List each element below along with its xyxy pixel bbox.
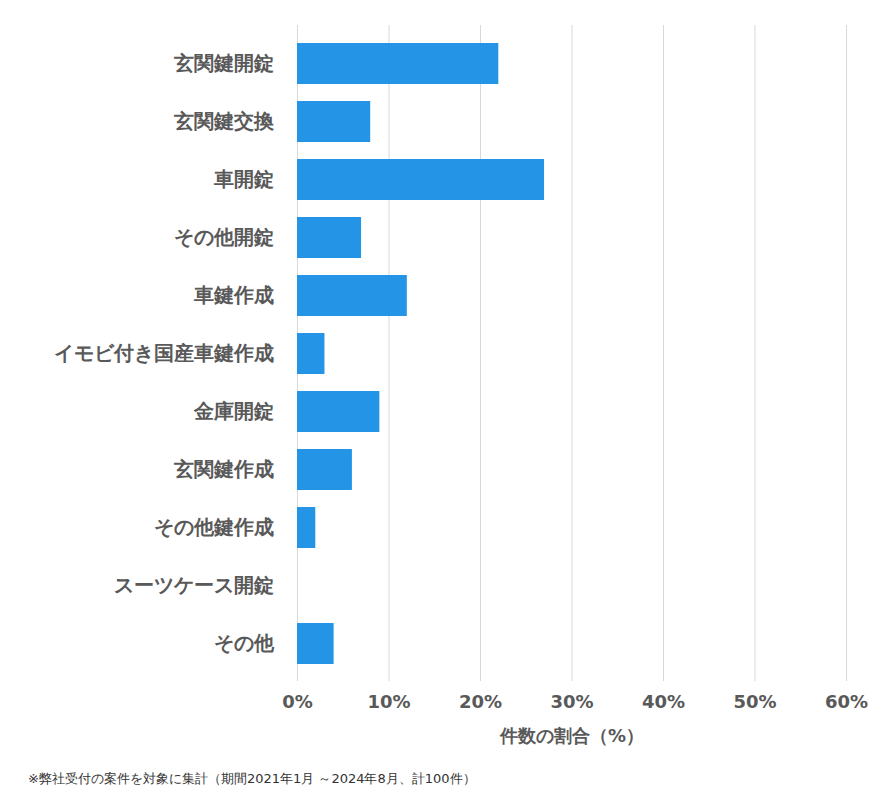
svg-text:車開錠: 車開錠: [213, 167, 274, 191]
html-text:※弊社受付の案件を対象に集計（期間2021年1月 ～2024: ※弊社受付の案件を対象に集計（期間2021年1月 ～2024年8月、計100件）: [28, 771, 476, 786]
svg-text:車鍵作成: 車鍵作成: [193, 283, 274, 307]
svg-text:その他開錠: その他開錠: [174, 225, 274, 249]
svg-text:30%: 30%: [550, 691, 593, 712]
svg-text:10%: 10%: [367, 691, 410, 712]
svg-text:玄関鍵開錠: 玄関鍵開錠: [173, 51, 274, 75]
svg-text:件数の割合（%）: 件数の割合（%）: [499, 725, 644, 746]
svg-text:イモビ付き国産車鍵作成: イモビ付き国産車鍵作成: [54, 341, 274, 365]
svg-text:0%: 0%: [282, 691, 313, 712]
svg-text:玄関鍵作成: 玄関鍵作成: [173, 457, 274, 481]
svg-text:その他鍵作成: その他鍵作成: [154, 515, 274, 539]
svg-text:60%: 60%: [825, 691, 868, 712]
svg-text:20%: 20%: [459, 691, 502, 712]
svg-text:その他: その他: [214, 631, 275, 655]
svg-text:金庫開錠: 金庫開錠: [193, 399, 274, 423]
svg-text:40%: 40%: [642, 691, 685, 712]
svg-text:玄関鍵交換: 玄関鍵交換: [173, 109, 275, 133]
svg-text:スーツケース開錠: スーツケース開錠: [114, 573, 274, 597]
svg-text:50%: 50%: [733, 691, 776, 712]
